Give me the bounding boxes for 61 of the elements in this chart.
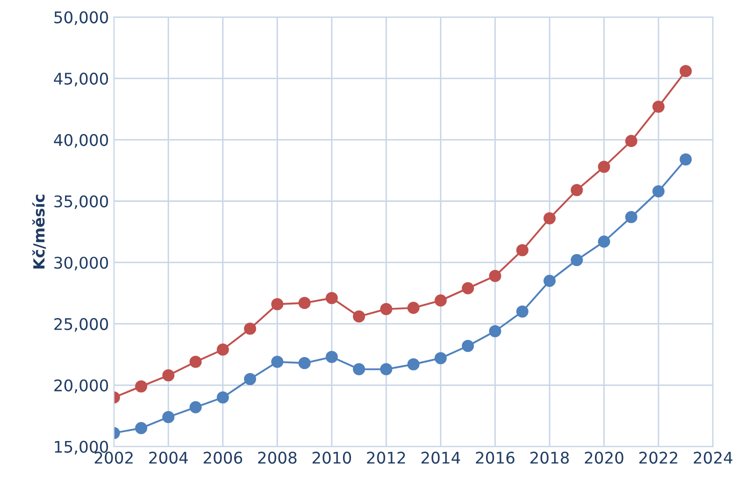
y-tick-label: 40,000: [54, 134, 108, 148]
point: [380, 303, 392, 316]
point: [598, 160, 610, 173]
point: [462, 282, 474, 294]
point: [190, 356, 202, 368]
point: [162, 369, 174, 382]
point: [380, 363, 392, 376]
point: [135, 422, 148, 434]
x-tick-label: 2014: [422, 452, 460, 464]
point: [434, 294, 447, 307]
y-axis-title: Kč/měsíc: [32, 194, 46, 268]
point: [489, 270, 502, 282]
y-tick-label: 35,000: [54, 195, 108, 210]
point: [326, 350, 338, 364]
x-tick-label: 2016: [476, 452, 514, 464]
y-tick-label: 50,000: [54, 11, 108, 26]
point: [516, 305, 528, 318]
point: [162, 410, 174, 424]
point: [680, 64, 692, 78]
x-tick-label: 2022: [639, 452, 678, 464]
point: [352, 363, 366, 376]
point: [652, 185, 665, 198]
x-tick-label: 2010: [312, 452, 352, 464]
point: [190, 401, 202, 414]
point: [652, 100, 665, 113]
point: [407, 358, 420, 370]
point: [625, 134, 638, 148]
x-tick-label: 2024: [694, 452, 732, 464]
y-tick-label: 45,000: [54, 72, 108, 86]
point: [516, 244, 528, 256]
point: [271, 356, 284, 368]
point: [544, 212, 556, 224]
point: [352, 310, 366, 323]
point: [462, 340, 474, 352]
y-tick-label: 30,000: [54, 256, 108, 270]
x-tick-label: 2018: [530, 452, 569, 464]
point: [271, 298, 284, 310]
point: [489, 325, 502, 338]
point: [598, 236, 610, 248]
x-tick-label: 2004: [149, 452, 188, 464]
point: [135, 380, 148, 392]
y-tick-label: 20,000: [54, 379, 108, 394]
point: [625, 211, 638, 224]
x-tick-label: 2012: [367, 452, 405, 464]
point: [216, 344, 229, 356]
point: [216, 391, 229, 404]
point: [244, 322, 256, 335]
point: [434, 352, 447, 364]
point: [298, 296, 311, 310]
point: [407, 302, 420, 314]
x-tick-label: 2008: [258, 452, 297, 464]
point: [326, 292, 338, 304]
point: [570, 254, 583, 266]
y-tick-label: 25,000: [54, 318, 108, 332]
point: [544, 274, 556, 287]
point: [298, 357, 311, 370]
point: [680, 153, 692, 166]
x-tick-label: 2020: [584, 452, 624, 464]
x-tick-label: 2006: [204, 452, 242, 464]
point: [570, 184, 583, 196]
point: [244, 372, 256, 386]
